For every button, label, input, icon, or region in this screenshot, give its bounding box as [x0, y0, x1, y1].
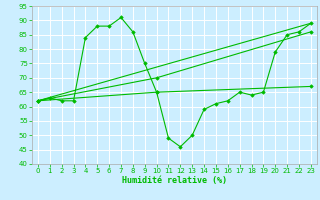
X-axis label: Humidité relative (%): Humidité relative (%) — [122, 176, 227, 185]
